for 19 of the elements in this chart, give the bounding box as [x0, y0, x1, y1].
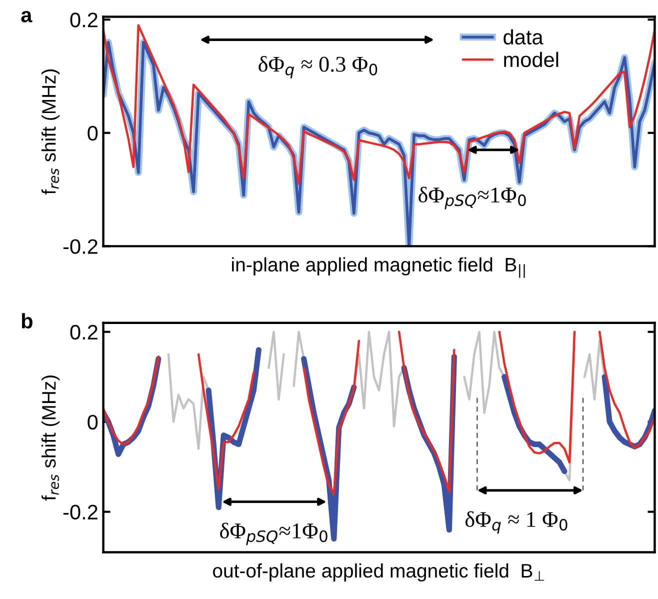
legend-label: model	[504, 52, 558, 68]
x-axis-title: out-of-plane applied magnetic field B$_{⊥}$	[212, 563, 544, 582]
y-tick-label: 0.2	[70, 12, 98, 28]
y-tick-label: 0.2	[70, 324, 98, 340]
annotation: δΦ$_{pSQ}$≈1Φ$_{0}$	[418, 186, 526, 210]
x-axis-title: in-plane applied magnetic field B$_{||}$	[232, 257, 525, 278]
legend-label: data	[504, 29, 544, 45]
y-tick-label: 0	[88, 414, 98, 430]
text: a	[21, 10, 32, 22]
y-axis-title: f$_{res}$ shift (MHz)	[41, 69, 60, 194]
y-axis-title: f$_{res}$ shift (MHz)	[41, 376, 60, 501]
y-tick-label: -0.2	[63, 504, 98, 520]
line-series	[103, 24, 655, 185]
annotation: δΦ$_{pSQ}$≈1Φ$_{0}$	[220, 522, 328, 546]
annotation: δΦ$_{q}$ ≈ 1 Φ$_{0}$	[465, 511, 568, 534]
annotation: δΦ$_{q}$ ≈ 0.3 Φ$_{0}$	[258, 56, 378, 78]
y-tick-label: 0	[88, 126, 98, 141]
y-tick-label: -0.2	[63, 239, 98, 254]
text: b	[22, 313, 32, 328]
